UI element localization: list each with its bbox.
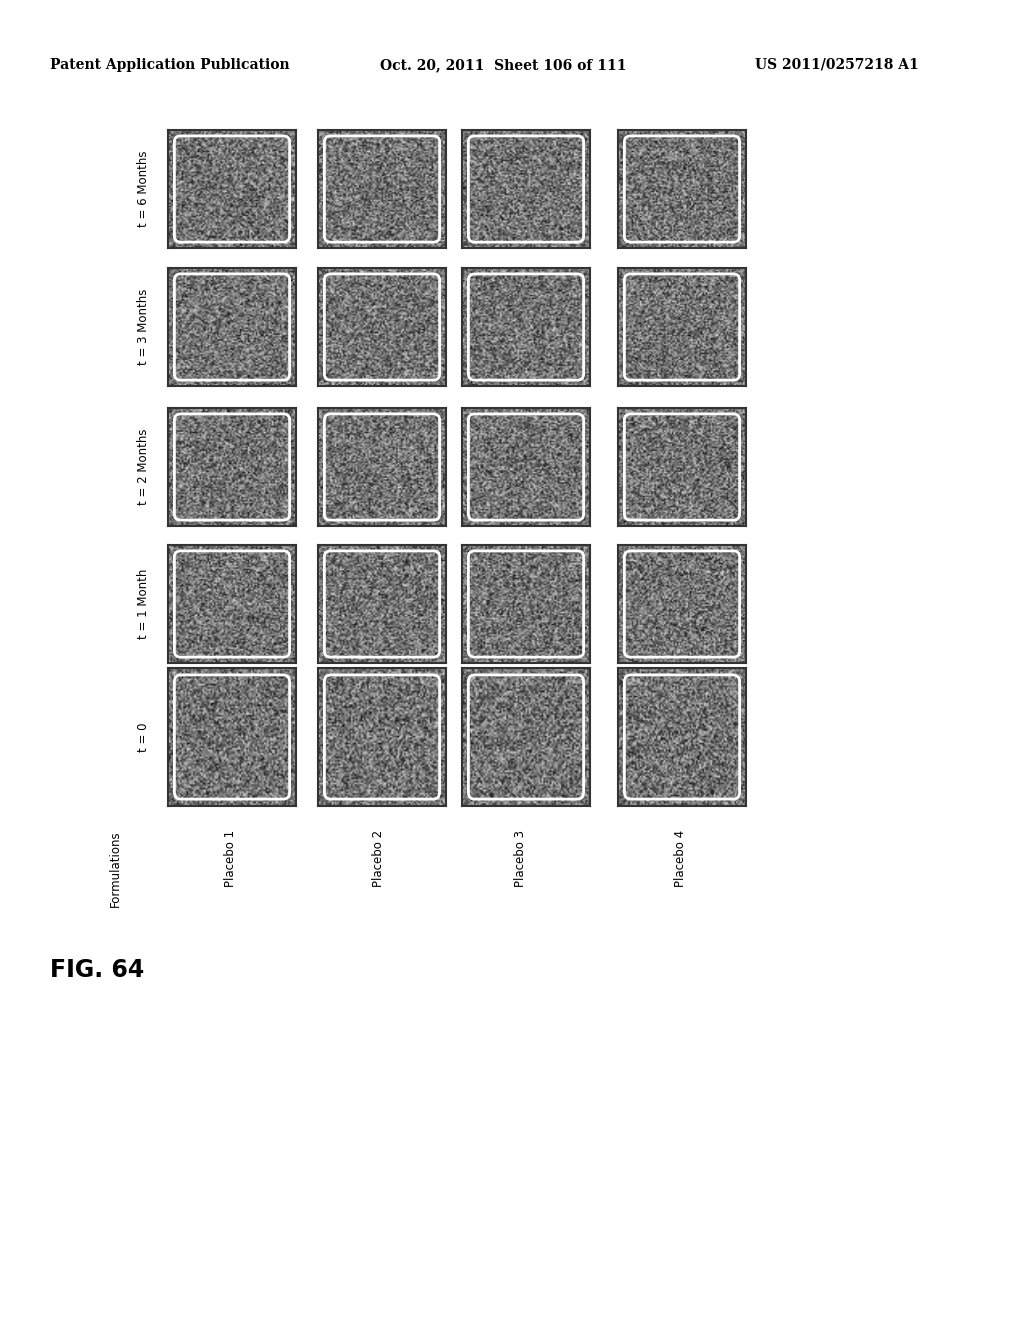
- Text: t = 3 Months: t = 3 Months: [137, 289, 150, 366]
- Text: t = 6 Months: t = 6 Months: [137, 150, 150, 227]
- Text: Placebo 4: Placebo 4: [674, 830, 686, 887]
- Text: Placebo 1: Placebo 1: [223, 830, 237, 887]
- Text: Formulations: Formulations: [109, 830, 122, 907]
- Text: t = 1 Month: t = 1 Month: [137, 569, 150, 639]
- Text: US 2011/0257218 A1: US 2011/0257218 A1: [755, 58, 919, 73]
- Text: Placebo 2: Placebo 2: [372, 830, 384, 887]
- Text: t = 2 Months: t = 2 Months: [137, 429, 150, 506]
- Text: Oct. 20, 2011  Sheet 106 of 111: Oct. 20, 2011 Sheet 106 of 111: [380, 58, 627, 73]
- Text: Placebo 3: Placebo 3: [513, 830, 526, 887]
- Text: FIG. 64: FIG. 64: [50, 958, 144, 982]
- Text: t = 0: t = 0: [137, 722, 150, 752]
- Text: Patent Application Publication: Patent Application Publication: [50, 58, 290, 73]
